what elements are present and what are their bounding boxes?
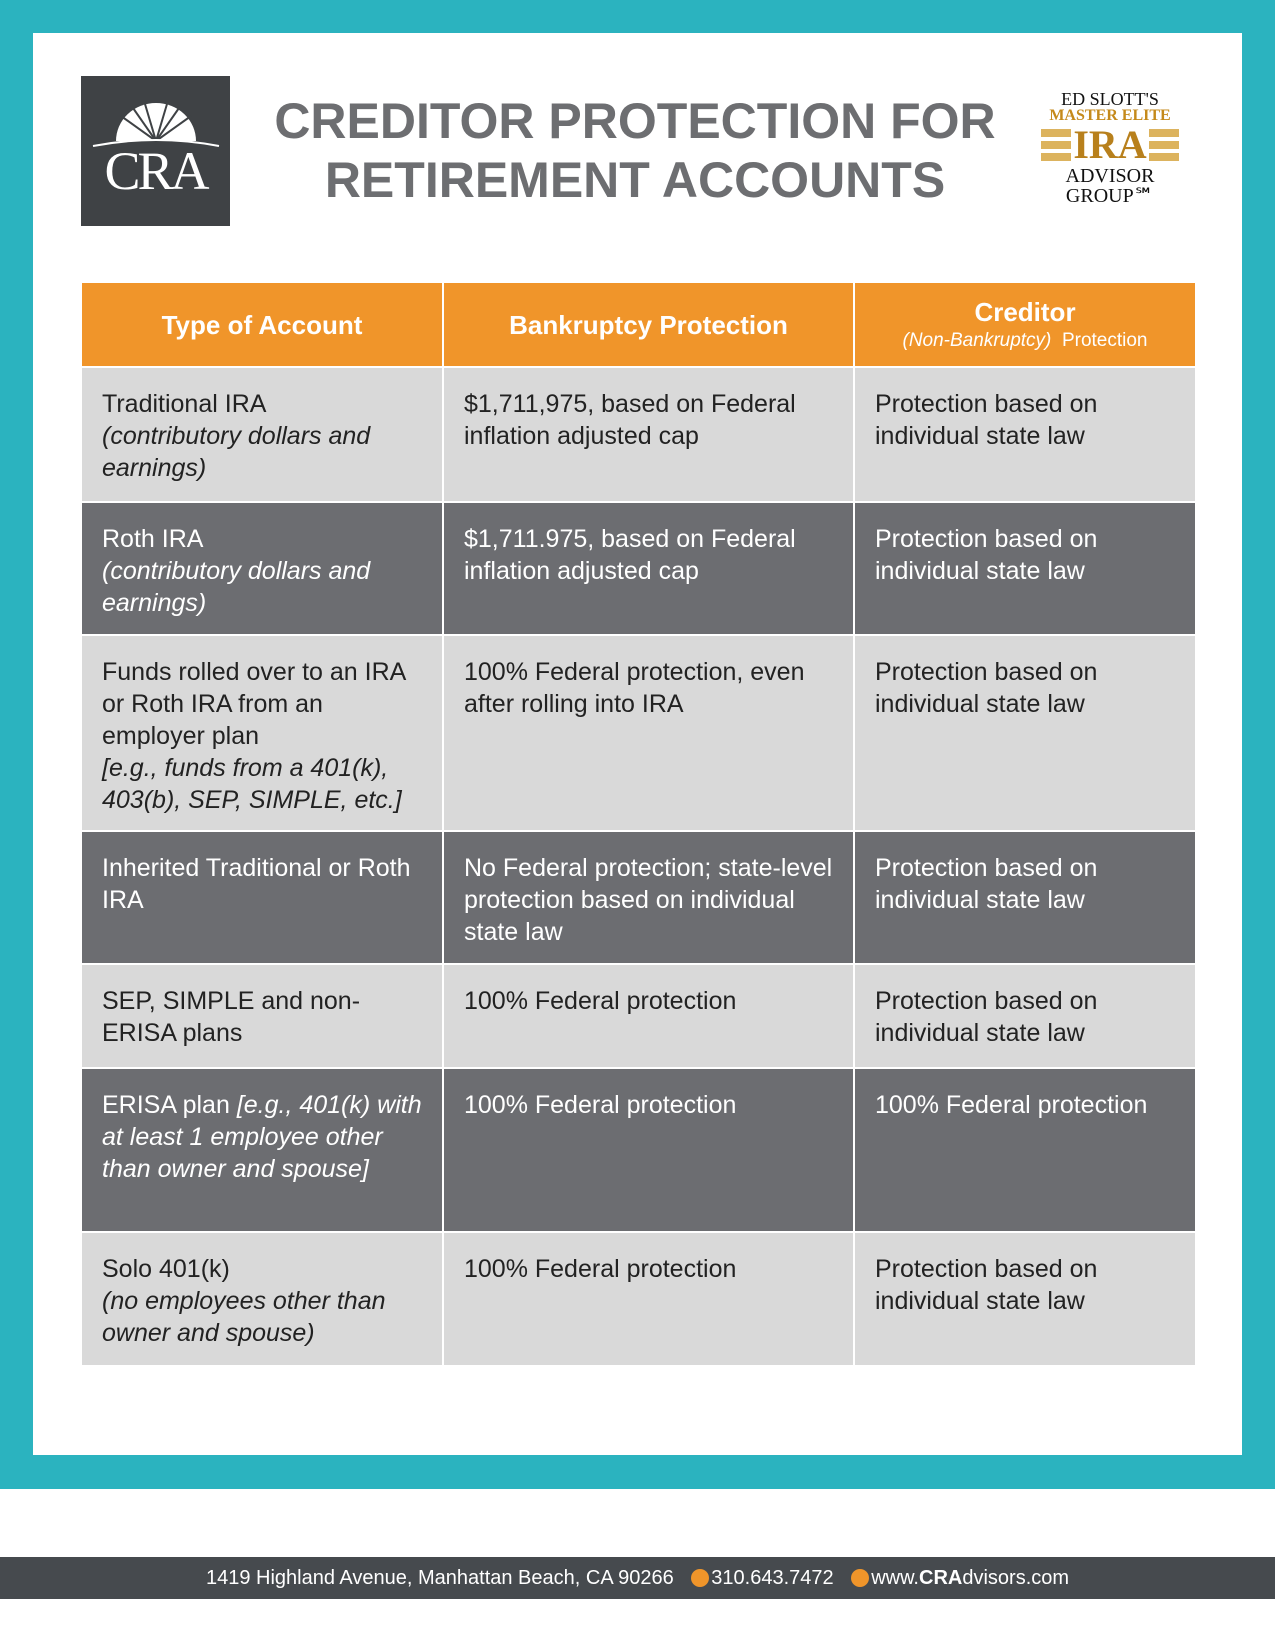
header-creditor-protection: Creditor (Non-Bankruptcy) Protection	[853, 281, 1197, 368]
title-line-1: CREDITOR PROTECTION FOR	[274, 93, 996, 149]
cell-creditor: Protection based on individual state law	[853, 366, 1197, 503]
table-row: Inherited Traditional or Roth IRA No Fed…	[80, 830, 1197, 965]
cell-creditor: Protection based on individual state law	[853, 501, 1197, 636]
table-row: Solo 401(k) (no employees other than owne…	[80, 1231, 1197, 1367]
table-row: Traditional IRA (contributory dollars and…	[80, 366, 1197, 503]
cell-bankruptcy: 100% Federal protection, even after roll…	[442, 634, 855, 832]
cell-bankruptcy: 100% Federal protection	[442, 963, 855, 1069]
cell-account-type: Funds rolled over to an IRA or Roth IRA …	[80, 634, 444, 832]
title-line-2: RETIREMENT ACCOUNTS	[324, 152, 946, 208]
header-creditor-sub: Protection	[1061, 329, 1148, 351]
header-creditor-italic: (Non-Bankruptcy)	[902, 329, 1052, 351]
phone-icon	[691, 1569, 710, 1587]
table-row: ERISA plan [e.g., 401(k) with at least 1…	[80, 1067, 1197, 1233]
footer-phone[interactable]: 310.643.7472	[711, 1567, 834, 1589]
cell-account-type: Traditional IRA (contributory dollars and…	[80, 366, 444, 503]
logo-text: CRA	[104, 141, 209, 201]
cell-account-type: SEP, SIMPLE and non-ERISA plans	[80, 963, 444, 1069]
sunburst-icon	[92, 103, 220, 147]
badge-line: GROUP℠	[1065, 185, 1155, 207]
footer-address: 1419 Highland Avenue, Manhattan Beach, C…	[205, 1567, 674, 1589]
cell-account-type: Inherited Traditional or Roth IRA	[80, 830, 444, 965]
header-type-of-account: Type of Account	[80, 281, 444, 368]
cell-creditor: Protection based on individual state law	[853, 963, 1197, 1069]
cell-bankruptcy: $1,711.975, based on Federal inflation a…	[442, 501, 855, 636]
footer-website[interactable]: www.CRAdvisors.com	[871, 1567, 1070, 1589]
cell-bankruptcy: 100% Federal protection	[442, 1231, 855, 1367]
header-bankruptcy-protection: Bankruptcy Protection	[442, 281, 855, 368]
table-header-row: Type of Account Bankruptcy Protection Cr…	[80, 281, 1197, 368]
footer-bar: 1419 Highland Avenue, Manhattan Beach, C…	[0, 1557, 1275, 1599]
cell-account-type: ERISA plan [e.g., 401(k) with at least 1…	[80, 1067, 444, 1233]
cell-account-type: Solo 401(k) (no employees other than owne…	[80, 1231, 444, 1367]
header-creditor-main: Creditor	[974, 296, 1076, 327]
cell-account-type: Roth IRA (contributory dollars and earnin…	[80, 501, 444, 636]
cell-creditor: Protection based on individual state law	[853, 830, 1197, 965]
cell-creditor: 100% Federal protection	[853, 1067, 1197, 1233]
cra-logo: CRA	[81, 76, 230, 226]
cell-bankruptcy: 100% Federal protection	[442, 1067, 855, 1233]
table-row: Funds rolled over to an IRA or Roth IRA …	[80, 634, 1197, 832]
badge-line: MASTER ELITE	[1049, 107, 1171, 124]
globe-icon	[851, 1569, 870, 1587]
protection-table: Type of Account Bankruptcy Protection Cr…	[80, 281, 1197, 1367]
cell-bankruptcy: $1,711,975, based on Federal inflation a…	[442, 366, 855, 503]
badge-line: ADVISOR	[1065, 165, 1155, 187]
badge-ira: IRA	[1071, 122, 1149, 167]
badge-line: ED SLOTT'S	[1061, 89, 1159, 109]
cell-creditor: Protection based on individual state law	[853, 1231, 1197, 1367]
ed-slott-badge-logo: ED SLOTT'S MASTER ELITE IRA ADVISOR GROU…	[1035, 90, 1185, 206]
page-title: CREDITOR PROTECTION FOR RETIREMENT ACCOU…	[270, 92, 1000, 210]
cell-creditor: Protection based on individual state law	[853, 634, 1197, 832]
table-row: SEP, SIMPLE and non-ERISA plans 100% Fed…	[80, 963, 1197, 1069]
cell-bankruptcy: No Federal protection; state-level prote…	[442, 830, 855, 965]
table-row: Roth IRA (contributory dollars and earnin…	[80, 501, 1197, 636]
